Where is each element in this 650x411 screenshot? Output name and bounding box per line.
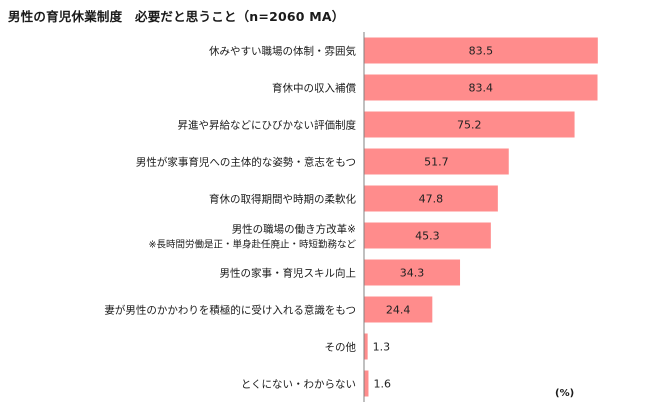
- category-label: 育休の取得期間や時期の柔軟化: [209, 193, 356, 206]
- category-note: ※長時間労働是正・単身赴任廃止・時短勤務など: [149, 239, 357, 251]
- bar: [364, 111, 575, 138]
- data-label: 1.6: [373, 378, 391, 391]
- category-label: 休みやすい職場の体制・雰囲気: [209, 45, 356, 58]
- category-label: 妻が男性のかかわりを積極的に受け入れる意識をもつ: [104, 304, 356, 317]
- bar: [364, 74, 598, 101]
- bar: [364, 370, 369, 397]
- bar: [364, 296, 433, 323]
- bar: [364, 259, 461, 286]
- category-label: 昇進や昇給などにひびかない評価制度: [178, 119, 357, 132]
- chart-title: 男性の育児休業制度 必要だと思うこと（n=2060 MA）: [8, 9, 345, 24]
- category-label: 男性が家事育児への主体的な姿勢・意志をもつ: [136, 156, 356, 169]
- bar: [364, 37, 598, 64]
- data-label: 83.5: [469, 45, 494, 58]
- data-label: 75.2: [457, 119, 482, 132]
- data-label: 51.7: [424, 156, 449, 169]
- category-label: とくにない・わからない: [241, 379, 356, 391]
- category-label: 男性の家事・育児スキル向上: [220, 267, 357, 280]
- data-label: 24.4: [386, 304, 411, 317]
- unit-label: (%): [555, 388, 575, 399]
- data-label: 45.3: [415, 230, 440, 243]
- category-label: 男性の職場の働き方改革※: [232, 223, 356, 236]
- data-label: 1.3: [373, 341, 391, 354]
- bar: [364, 222, 491, 249]
- data-label: 83.4: [469, 82, 494, 95]
- data-label: 34.3: [400, 267, 425, 280]
- bar: [364, 333, 368, 360]
- bar: [364, 148, 509, 175]
- category-label: 育休中の収入補償: [272, 82, 356, 95]
- bar: [364, 185, 498, 212]
- category-label: その他: [325, 341, 357, 354]
- data-label: 47.8: [419, 193, 444, 206]
